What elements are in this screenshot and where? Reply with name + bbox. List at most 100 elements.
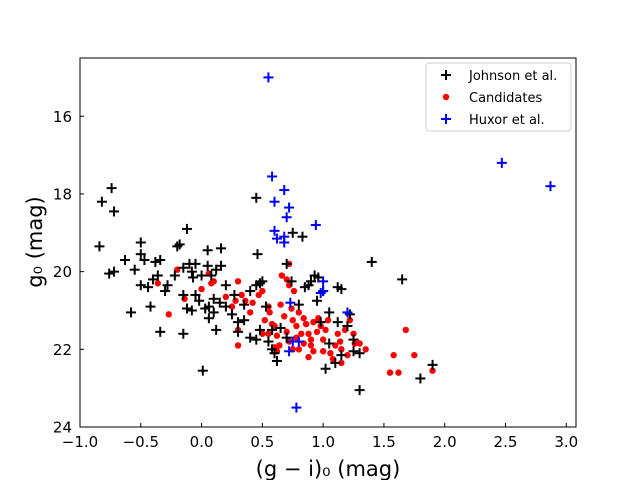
candidates-point (319, 348, 327, 355)
candidates-point (234, 278, 242, 285)
johnson-et-al-point (275, 322, 286, 333)
x-tick-label: 2.0 (433, 433, 457, 451)
johnson-et-al-point (315, 317, 326, 328)
candidates-point (281, 313, 288, 320)
johnson-et-al-point (226, 309, 237, 320)
candidates-point (395, 369, 402, 376)
johnson-et-al-point (135, 280, 146, 291)
huxor-et-al-point (271, 233, 282, 244)
candidates-point (265, 330, 272, 337)
johnson-et-al-point (160, 286, 171, 297)
johnson-et-al-point (202, 245, 213, 256)
johnson-et-al-point (181, 303, 192, 314)
johnson-et-al-point (150, 256, 161, 267)
johnson-et-al-point (181, 223, 192, 234)
x-tick-label: 3.0 (554, 433, 578, 451)
johnson-et-al-point (220, 280, 231, 291)
johnson-et-al-point (106, 183, 117, 194)
y-axis-label: g₀ (mag) (23, 196, 47, 287)
johnson-et-al-point (354, 385, 365, 396)
johnson-et-al-point (119, 254, 130, 265)
series-candidates (154, 260, 436, 376)
huxor-et-al-point (291, 402, 302, 413)
candidates-point (327, 350, 334, 357)
candidates-point (305, 353, 312, 361)
candidates-point (298, 330, 305, 337)
huxor-et-al-point (281, 212, 292, 223)
candidates-point (402, 326, 410, 334)
huxor-et-al-point (293, 336, 304, 347)
johnson-et-al-point (233, 317, 244, 328)
johnson-et-al-point (214, 297, 225, 308)
huxor-et-al-point (318, 276, 329, 287)
huxor-et-al-point (279, 237, 290, 248)
johnson-et-al-point (336, 350, 347, 361)
huxor-et-al-point (318, 286, 329, 297)
johnson-et-al-point (104, 268, 115, 279)
johnson-et-al-point (169, 270, 180, 281)
candidates-point (261, 316, 268, 324)
huxor-et-al-point (269, 225, 280, 236)
johnson-et-al-point (190, 289, 201, 300)
johnson-et-al-point (229, 289, 240, 300)
y-axis-ticks: 16 18 20 22 24 (53, 108, 84, 437)
candidates-point (411, 351, 418, 359)
candidates-point (390, 351, 397, 359)
candidates-point (307, 336, 315, 343)
johnson-et-al-point (254, 324, 265, 335)
johnson-et-al-point (427, 359, 438, 370)
johnson-et-al-point (206, 270, 217, 281)
candidates-point (238, 291, 245, 299)
huxor-et-al-point (284, 346, 295, 357)
candidates-point (293, 322, 300, 330)
johnson-et-al-point (186, 305, 197, 316)
candidates-point (232, 297, 239, 304)
candidates-point (313, 328, 321, 336)
johnson-et-al-point (145, 301, 156, 312)
johnson-et-al-point (342, 321, 353, 332)
huxor-et-al-point (342, 307, 353, 318)
candidates-point (181, 295, 188, 303)
johnson-et-al-point (211, 324, 222, 335)
johnson-et-al-point (197, 365, 208, 376)
johnson-et-al-point (152, 270, 163, 281)
candidates-point (288, 305, 295, 312)
candidates-point (356, 340, 363, 347)
huxor-et-al-point (310, 220, 321, 231)
johnson-et-al-point (96, 196, 107, 207)
johnson-et-al-point (330, 357, 341, 368)
johnson-et-al-point (332, 317, 343, 328)
legend-marker-johnson-et-al (441, 70, 451, 80)
huxor-et-al-point (279, 185, 290, 196)
series-johnson-et-al (94, 183, 438, 396)
johnson-et-al-point (297, 231, 308, 242)
x-tick-label: 0.0 (190, 433, 214, 451)
johnson-et-al-point (354, 348, 365, 359)
johnson-et-al-point (245, 286, 256, 297)
johnson-et-al-point (216, 260, 227, 271)
candidates-point (249, 299, 256, 306)
candidates-point (362, 346, 369, 353)
johnson-et-al-point (135, 237, 146, 248)
candidates-point (310, 348, 317, 355)
johnson-et-al-point (139, 254, 150, 265)
huxor-et-al-point (267, 171, 278, 182)
johnson-et-al-point (267, 324, 278, 335)
candidates-point (259, 287, 266, 295)
candidates-point (302, 320, 310, 328)
johnson-et-al-point (312, 295, 323, 306)
candidates-point (222, 293, 230, 301)
johnson-et-al-point (397, 274, 408, 285)
huxor-et-al-point (269, 196, 280, 207)
huxor-et-al-point (263, 72, 274, 83)
johnson-et-al-point (174, 239, 185, 250)
candidates-point (246, 309, 254, 316)
x-tick-label: −0.5 (123, 433, 159, 451)
legend-label-candidates: Candidates (469, 91, 542, 106)
candidates-point (198, 285, 205, 293)
x-tick-label: 0.5 (250, 433, 274, 451)
johnson-et-al-point (203, 301, 214, 312)
candidates-point (305, 330, 312, 337)
legend-marker-huxor-et-al (441, 114, 451, 124)
